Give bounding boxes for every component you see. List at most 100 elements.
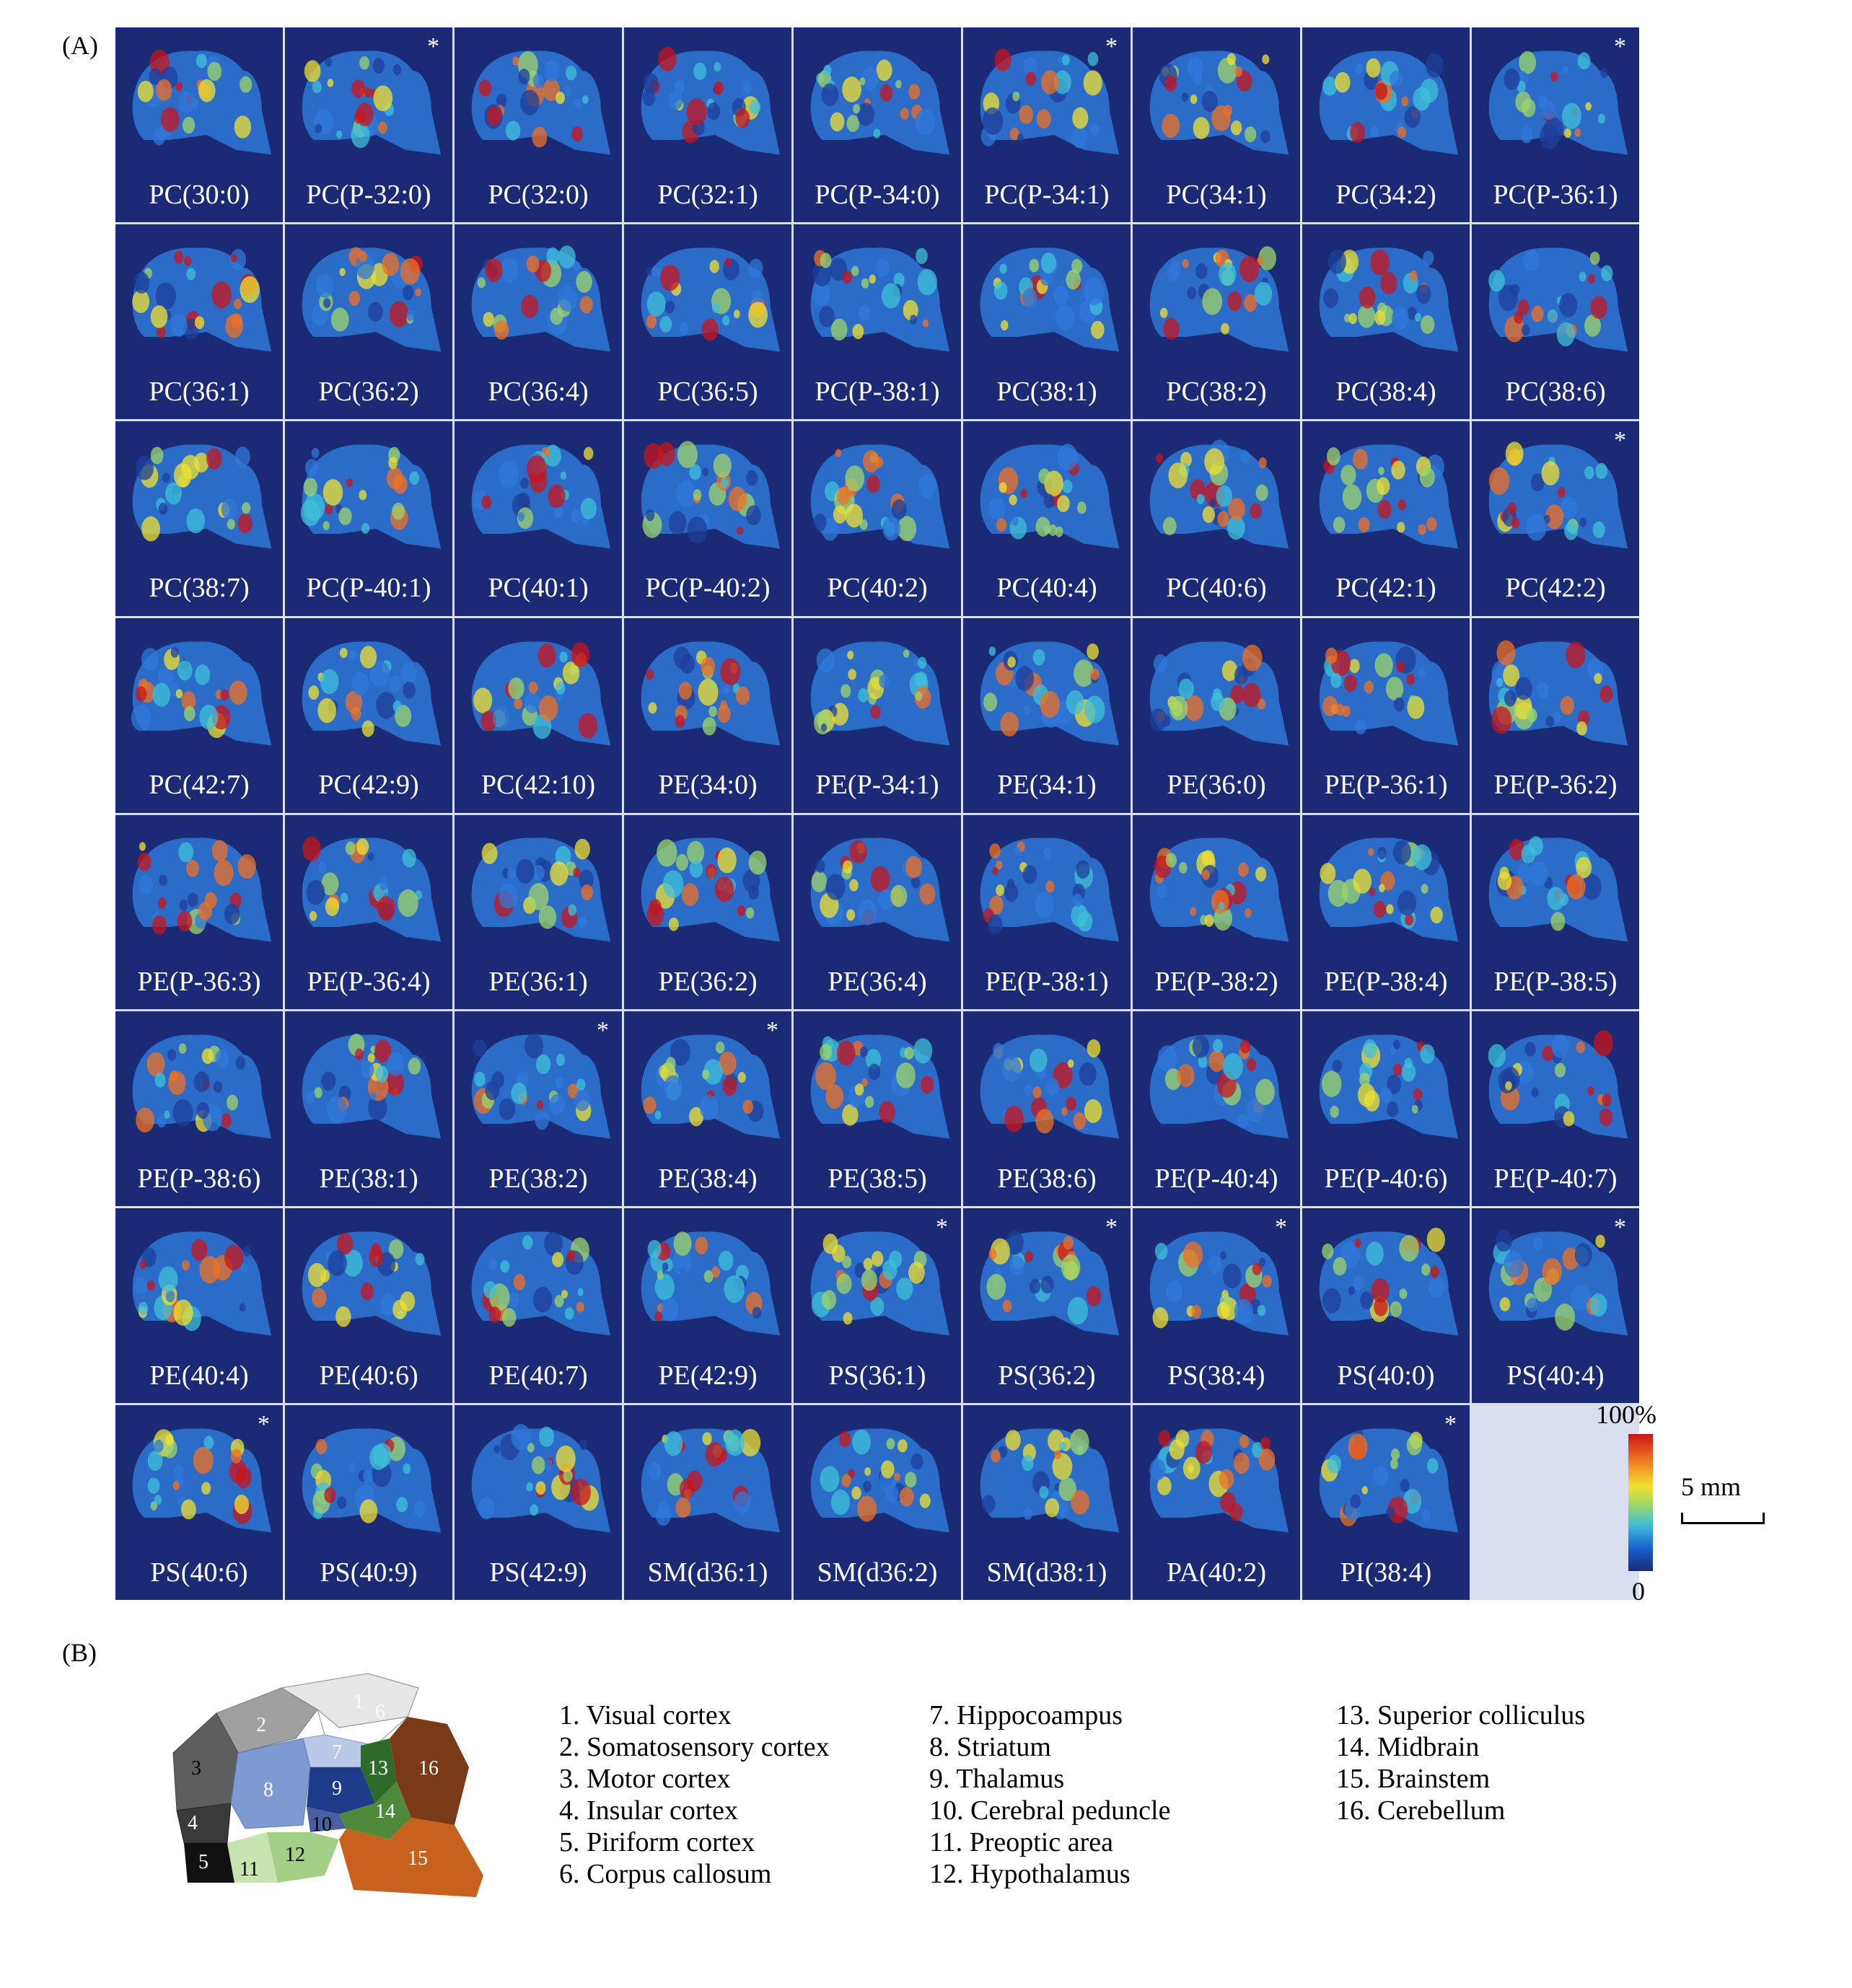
ion-image-tile: PC(40:6) (1133, 421, 1300, 616)
ion-image-tile: PC(40:2) (794, 421, 961, 616)
ion-image-label: PE(38:5) (828, 1164, 927, 1195)
ion-image-label: PS(38:4) (1167, 1360, 1265, 1391)
brain-section-image (471, 1231, 611, 1336)
legend-column-3: 13. Superior colliculus 14. Midbrain 15.… (1336, 1699, 1585, 1826)
ion-image-label: PC(42:7) (149, 770, 250, 801)
ion-image-label: PE(34:0) (658, 770, 758, 801)
significance-asterisk: * (766, 1017, 778, 1044)
region-striatum (230, 1738, 311, 1829)
brain-section-image (471, 1424, 611, 1533)
ion-image-label: PC(42:10) (480, 770, 596, 801)
ion-image-tile: PE(P-34:1) (794, 617, 961, 813)
ion-image-tile: PA(40:2) (1133, 1405, 1300, 1600)
brain-section-image (132, 1231, 272, 1336)
atlas-number-11: 11 (240, 1858, 259, 1881)
brain-section-image (810, 1428, 950, 1533)
brain-section-image (641, 1034, 781, 1139)
brain-section-image (471, 245, 611, 352)
significance-asterisk: * (1275, 1214, 1287, 1241)
brain-section-image (810, 50, 950, 155)
ion-image-label: PS(40:9) (320, 1557, 418, 1588)
legend-item: 1. Visual cortex (559, 1700, 732, 1730)
brain-section-image (641, 837, 781, 942)
ion-image-tile: PE(38:5) (794, 1011, 961, 1207)
ion-image-tile: PI(38:4) * (1302, 1405, 1470, 1600)
brain-section-image (1488, 836, 1628, 942)
ion-image-tile: PE(P-38:1) (963, 814, 1131, 1010)
ion-image-label: PC(40:2) (827, 573, 928, 604)
brain-section-image (980, 1034, 1120, 1139)
ion-image-tile: PE(40:4) (115, 1208, 283, 1404)
ion-image-label: PE(P-38:5) (1493, 967, 1618, 998)
ion-image-label: PE(38:6) (997, 1164, 1097, 1195)
ion-image-label: PA(40:2) (1167, 1557, 1266, 1588)
ion-image-label: PE(40:6) (319, 1360, 418, 1391)
ion-image-tile: PS(40:4) * (1472, 1208, 1639, 1404)
atlas-number-4: 4 (188, 1812, 198, 1834)
ion-image-tile: PC(34:1) (1133, 27, 1300, 222)
brain-section-image (810, 247, 950, 352)
ion-image-tile: PE(P-36:4) (285, 814, 452, 1010)
ion-image-tile: PC(P-36:1) * (1472, 27, 1639, 222)
ion-image-grid: PC(30:0) PC(P-32:0) * PC(32:0) PC(32:1) PC(P-… (115, 27, 1639, 1600)
ion-image-label: PC(42:2) (1505, 573, 1606, 604)
ion-image-tile: PC(P-40:2) (624, 421, 791, 616)
ion-image-label: PC(30:0) (149, 179, 250, 210)
brain-section-image (1319, 837, 1459, 942)
ion-image-tile: PC(38:2) (1133, 224, 1300, 419)
brain-section-image (1149, 837, 1289, 942)
ion-image-tile: PC(32:1) (624, 27, 791, 222)
ion-image-label: PC(P-38:1) (815, 376, 940, 407)
brain-section-image (1319, 50, 1459, 155)
ion-image-label: PC(36:1) (149, 376, 250, 407)
region-midbrain (339, 1782, 411, 1839)
atlas-number-10: 10 (312, 1813, 332, 1836)
ion-image-label: PC(P-34:0) (815, 179, 940, 210)
atlas-number-16: 16 (418, 1757, 439, 1780)
atlas-number-8: 8 (263, 1779, 273, 1801)
region-thalamus (307, 1767, 375, 1814)
brain-section-image (471, 50, 611, 155)
legend-item: 5. Piriform cortex (559, 1827, 755, 1857)
ion-image-tile: PC(30:0) (115, 27, 283, 222)
atlas-number-5: 5 (198, 1851, 209, 1873)
significance-asterisk: * (1614, 426, 1626, 454)
brain-section-image (980, 443, 1120, 549)
colorbar-min-label: 0 (1632, 1577, 1645, 1606)
atlas-number-3: 3 (191, 1757, 201, 1780)
ion-image-label: PC(36:5) (657, 376, 758, 407)
atlas-number-12: 12 (285, 1844, 305, 1866)
atlas-number-1: 1 (354, 1691, 364, 1713)
brain-section-image (1488, 50, 1628, 155)
brain-section-image (132, 444, 272, 549)
ion-image-tile: PE(P-40:6) (1302, 1011, 1470, 1207)
brain-section-image (641, 1428, 781, 1533)
legend-item: 2. Somatosensory cortex (559, 1732, 830, 1762)
brain-section-image (641, 441, 781, 549)
ion-image-label: PE(P-38:4) (1324, 967, 1448, 998)
panel-a-label: (A) (62, 31, 98, 60)
region-preoptic-area (227, 1832, 278, 1883)
ion-image-tile: PE(40:7) (455, 1208, 622, 1404)
atlas-number-13: 13 (368, 1757, 388, 1780)
ion-image-label: PE(P-38:6) (137, 1164, 261, 1195)
ion-image-label: PC(38:4) (1335, 376, 1436, 407)
ion-image-tile: PE(P-36:1) (1302, 617, 1470, 813)
ion-image-tile: PE(40:6) (285, 1208, 452, 1404)
brain-section-image (302, 247, 442, 352)
brain-atlas-diagram: 1 2 3 4 5 6 7 8 9 10 11 12 13 14 15 16 (172, 1673, 483, 1897)
scale-bar-label: 5 mm (1681, 1472, 1742, 1501)
ion-image-tile: PC(P-40:1) (285, 421, 452, 616)
ion-image-tile: SM(d38:1) (963, 1405, 1131, 1600)
ion-image-tile: PS(38:4) * (1133, 1208, 1300, 1404)
ion-image-tile: PS(40:9) (285, 1405, 452, 1600)
legend-item: 13. Superior colliculus (1336, 1700, 1586, 1730)
brain-section-image (132, 247, 272, 352)
ion-image-label: PC(36:2) (318, 376, 419, 407)
ion-image-tile: PE(P-38:4) (1302, 814, 1470, 1010)
ion-image-label: PE(P-34:1) (815, 770, 939, 801)
ion-image-label: PE(38:1) (319, 1164, 418, 1195)
ion-image-tile: PC(42:9) (285, 617, 452, 813)
brain-section-image (302, 641, 442, 746)
ion-image-tile: PC(32:0) (455, 27, 622, 222)
